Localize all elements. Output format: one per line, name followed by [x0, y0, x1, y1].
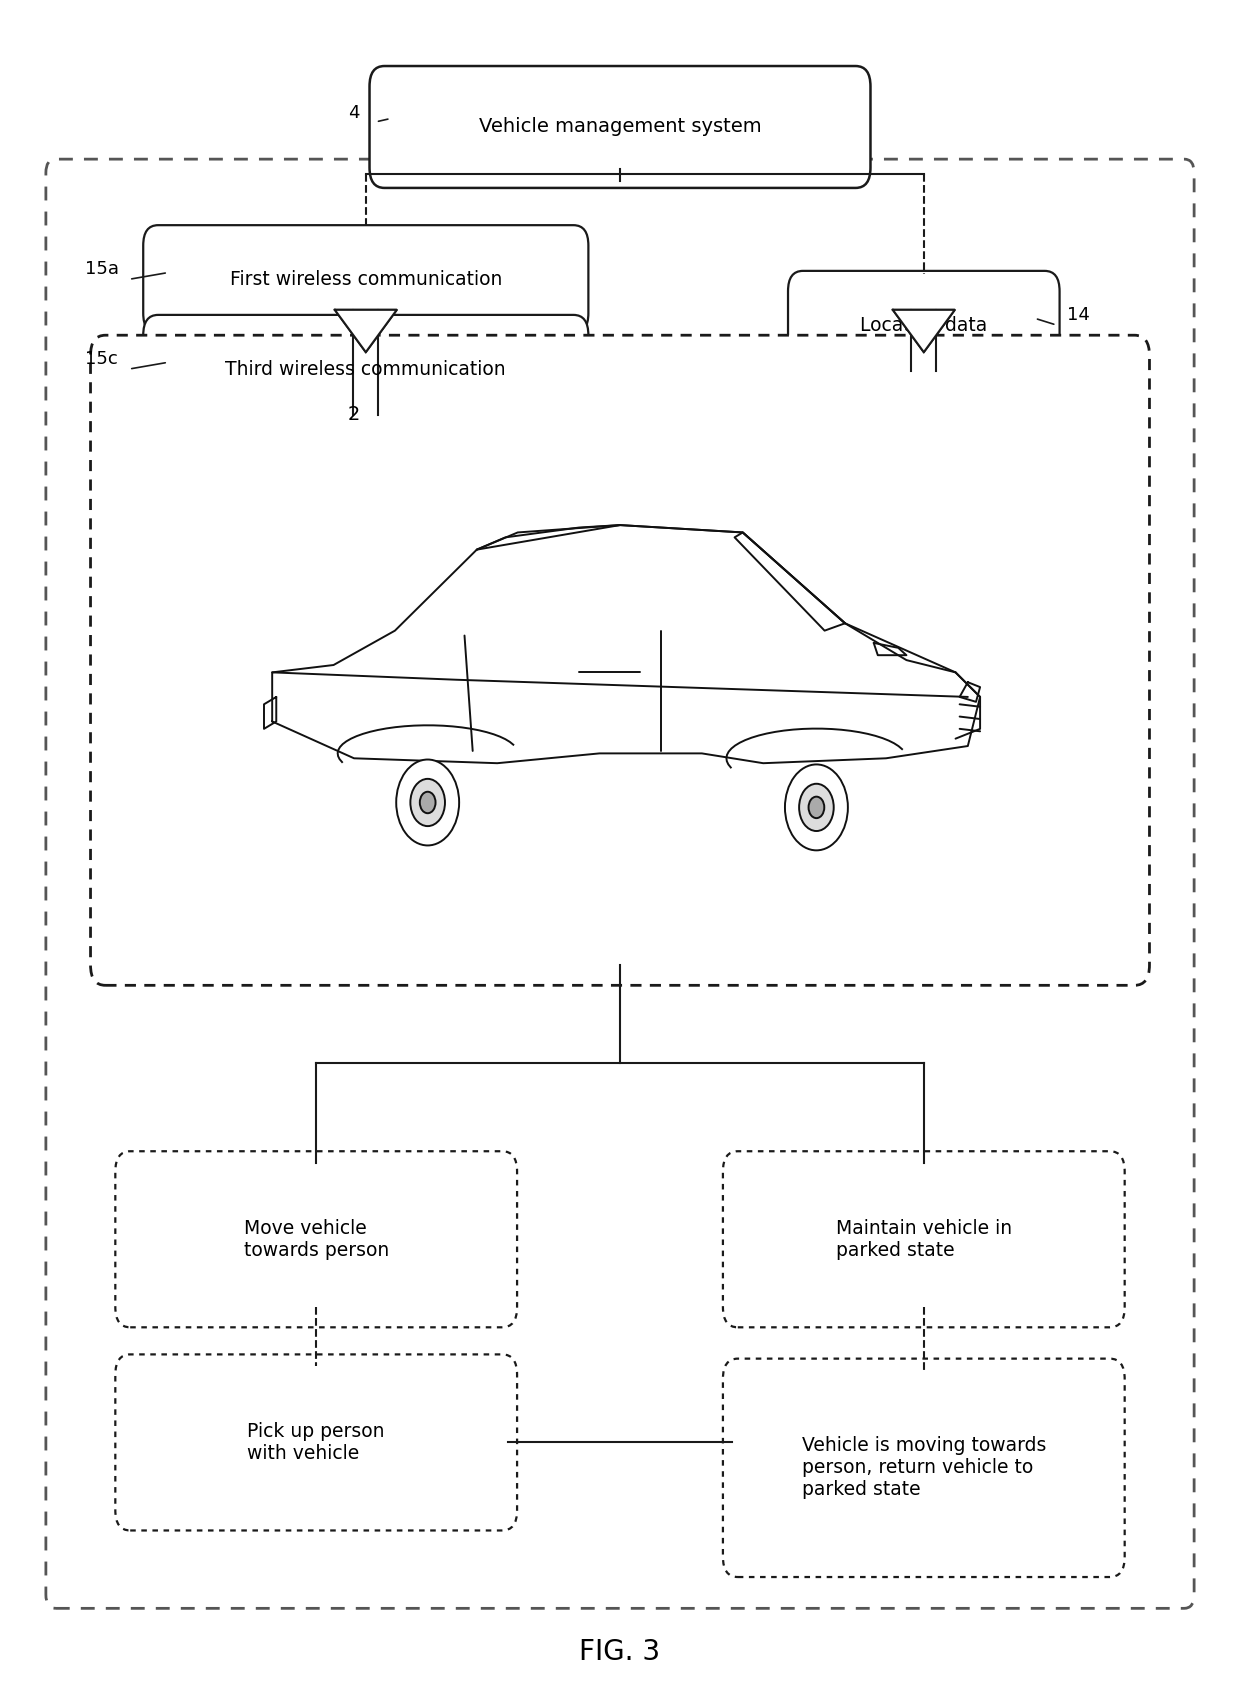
FancyBboxPatch shape	[91, 335, 1149, 985]
Text: Vehicle management system: Vehicle management system	[479, 117, 761, 137]
Text: 15c: 15c	[86, 350, 118, 367]
Text: FIG. 3: FIG. 3	[579, 1639, 661, 1666]
FancyBboxPatch shape	[370, 66, 870, 188]
Text: Third wireless communication: Third wireless communication	[226, 359, 506, 379]
Text: 14: 14	[1068, 306, 1090, 323]
FancyBboxPatch shape	[143, 315, 588, 423]
FancyBboxPatch shape	[46, 159, 1194, 1608]
Polygon shape	[893, 310, 955, 352]
Circle shape	[397, 760, 459, 845]
FancyBboxPatch shape	[143, 225, 588, 334]
FancyBboxPatch shape	[115, 1354, 517, 1530]
Text: 4: 4	[347, 105, 360, 122]
Circle shape	[410, 779, 445, 826]
Text: Pick up person
with vehicle: Pick up person with vehicle	[248, 1422, 384, 1463]
FancyBboxPatch shape	[723, 1358, 1125, 1578]
Circle shape	[799, 784, 833, 831]
Text: 2: 2	[347, 405, 360, 425]
Polygon shape	[335, 310, 397, 352]
Text: First wireless communication: First wireless communication	[229, 269, 502, 290]
FancyBboxPatch shape	[115, 1151, 517, 1327]
Circle shape	[808, 797, 825, 818]
FancyBboxPatch shape	[789, 271, 1059, 379]
Text: Vehicle is moving towards
person, return vehicle to
parked state: Vehicle is moving towards person, return…	[801, 1436, 1047, 1500]
Text: Location data: Location data	[861, 315, 987, 335]
Text: Maintain vehicle in
parked state: Maintain vehicle in parked state	[836, 1219, 1012, 1260]
FancyBboxPatch shape	[723, 1151, 1125, 1327]
Circle shape	[785, 765, 848, 850]
Text: Move vehicle
towards person: Move vehicle towards person	[243, 1219, 389, 1260]
Circle shape	[420, 792, 435, 813]
Text: 15a: 15a	[84, 261, 119, 278]
